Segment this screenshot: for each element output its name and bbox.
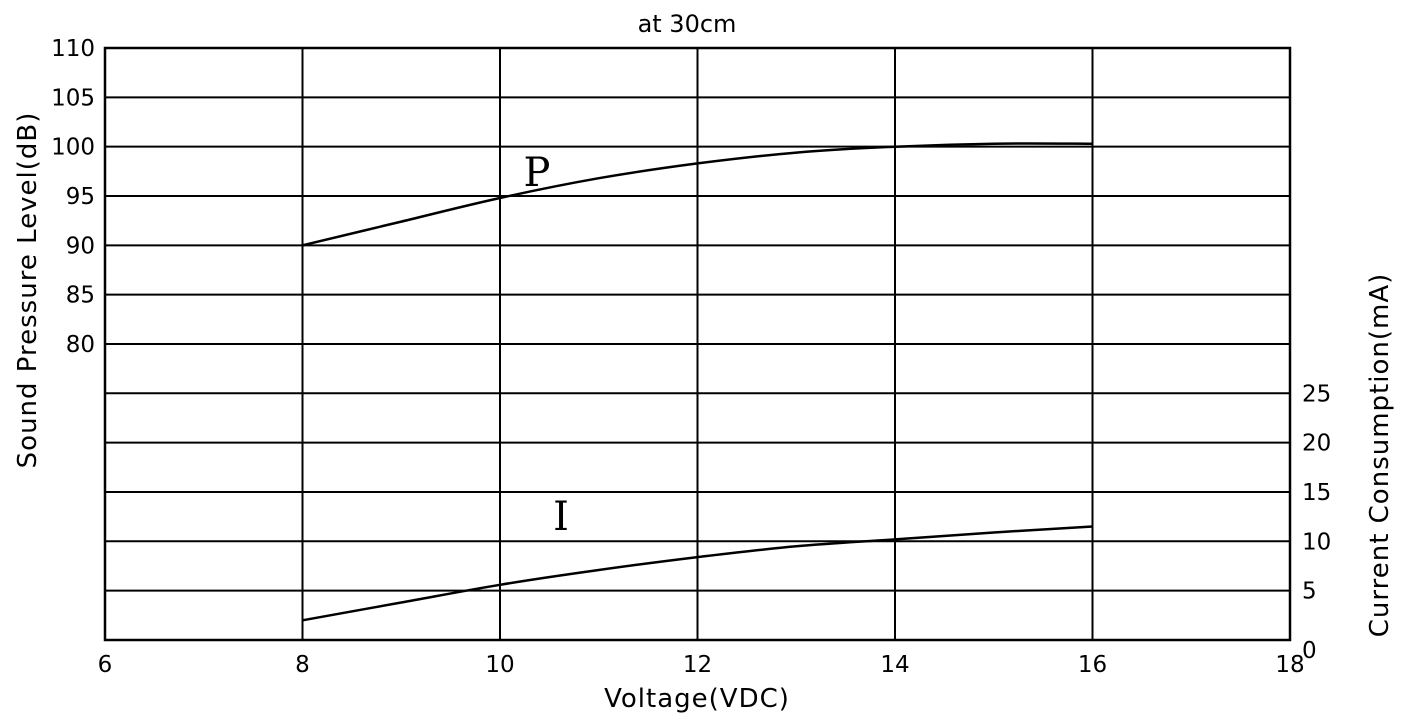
y-left-tick-label: 95 bbox=[66, 184, 95, 210]
x-axis-label: Voltage(VDC) bbox=[604, 684, 790, 714]
y-right-tick-label: 5 bbox=[1302, 579, 1317, 605]
series-label-p: P bbox=[524, 150, 551, 196]
chart-title: at 30cm bbox=[638, 10, 737, 38]
x-tick-label: 10 bbox=[485, 652, 514, 678]
x-tick-label: 18 bbox=[1275, 652, 1304, 678]
series-label-i: I bbox=[553, 494, 569, 540]
y-axis-right-label: Current Consumption(mA) bbox=[1365, 273, 1395, 638]
x-tick-label: 6 bbox=[98, 652, 113, 678]
x-tick-label: 16 bbox=[1078, 652, 1107, 678]
x-tick-label: 12 bbox=[683, 652, 712, 678]
y-axis-left-label: Sound Pressure Level(dB) bbox=[13, 112, 43, 469]
y-left-tick-label: 80 bbox=[66, 332, 95, 358]
y-right-tick-label: 25 bbox=[1302, 381, 1331, 407]
y-right-tick-label: 0 bbox=[1302, 638, 1317, 664]
y-right-tick-label: 15 bbox=[1302, 480, 1331, 506]
y-left-tick-label: 110 bbox=[51, 36, 95, 62]
y-right-tick-label: 10 bbox=[1302, 529, 1331, 555]
y-left-tick-label: 100 bbox=[51, 135, 95, 161]
series-line-i bbox=[302, 525, 1093, 622]
y-left-tick-label: 90 bbox=[66, 233, 95, 259]
y-left-tick-label: 105 bbox=[51, 85, 95, 111]
plot-frame bbox=[103, 46, 1292, 642]
series-group bbox=[302, 142, 1093, 622]
x-tick-label: 14 bbox=[880, 652, 909, 678]
x-tick-label: 8 bbox=[295, 652, 310, 678]
y-right-tick-label: 20 bbox=[1302, 431, 1331, 457]
series-line-p bbox=[302, 142, 1093, 247]
y-left-tick-label: 85 bbox=[66, 283, 95, 309]
grid bbox=[105, 48, 1290, 640]
